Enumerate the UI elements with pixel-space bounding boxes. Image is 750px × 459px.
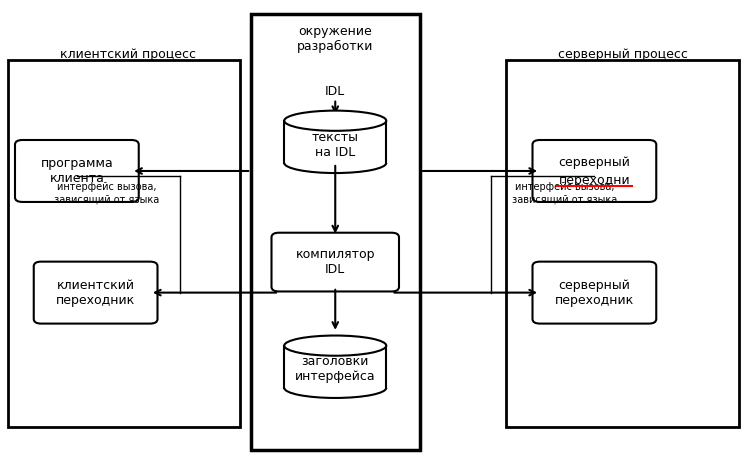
- FancyBboxPatch shape: [532, 140, 656, 202]
- Text: программа
клиента: программа клиента: [40, 157, 113, 185]
- FancyBboxPatch shape: [532, 262, 656, 324]
- Text: тексты
на IDL: тексты на IDL: [312, 130, 358, 159]
- Bar: [284, 346, 386, 388]
- Ellipse shape: [284, 336, 386, 356]
- Bar: [284, 121, 386, 163]
- Text: серверный процесс: серверный процесс: [557, 48, 688, 61]
- Text: серверный
переходник: серверный переходник: [555, 279, 634, 307]
- Bar: [251, 14, 420, 450]
- Bar: [8, 60, 240, 427]
- Text: интерфейс вызова,
зависящий от языка: интерфейс вызова, зависящий от языка: [512, 183, 617, 204]
- Bar: [506, 60, 739, 427]
- Text: клиентский
переходник: клиентский переходник: [56, 279, 135, 307]
- Text: заголовки
интерфейса: заголовки интерфейса: [295, 355, 376, 384]
- Text: интерфейс вызова,
зависящий от языка: интерфейс вызова, зависящий от языка: [54, 183, 160, 204]
- Text: клиентский процесс: клиентский процесс: [59, 48, 196, 61]
- Text: серверный: серверный: [559, 156, 630, 169]
- Text: переходни: переходни: [559, 174, 630, 187]
- Ellipse shape: [284, 111, 386, 131]
- FancyBboxPatch shape: [34, 262, 158, 324]
- Text: IDL: IDL: [326, 85, 345, 98]
- Text: компилятор
IDL: компилятор IDL: [296, 247, 375, 276]
- FancyBboxPatch shape: [272, 233, 399, 291]
- Text: окружение
разработки: окружение разработки: [297, 25, 374, 53]
- FancyBboxPatch shape: [15, 140, 139, 202]
